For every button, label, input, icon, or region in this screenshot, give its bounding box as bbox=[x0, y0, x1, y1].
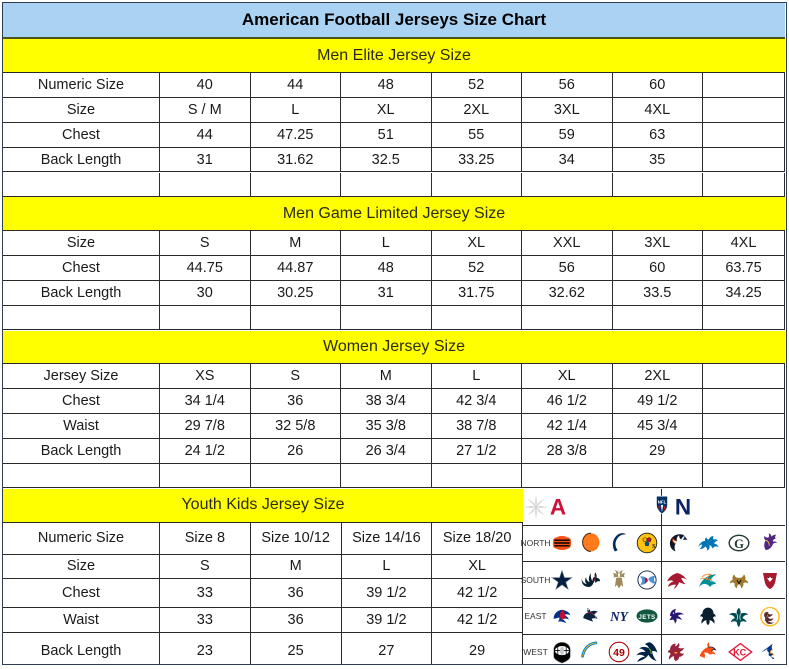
svg-text:A: A bbox=[550, 494, 566, 519]
svg-text:KC: KC bbox=[733, 648, 747, 658]
svg-text:49: 49 bbox=[613, 647, 625, 659]
svg-text:NY: NY bbox=[609, 609, 630, 624]
svg-text:NFL: NFL bbox=[657, 499, 666, 504]
svg-text:G: G bbox=[734, 537, 744, 551]
svg-text:N: N bbox=[675, 494, 691, 519]
svg-text:JETS: JETS bbox=[639, 614, 656, 621]
svg-text:S: S bbox=[652, 543, 656, 550]
